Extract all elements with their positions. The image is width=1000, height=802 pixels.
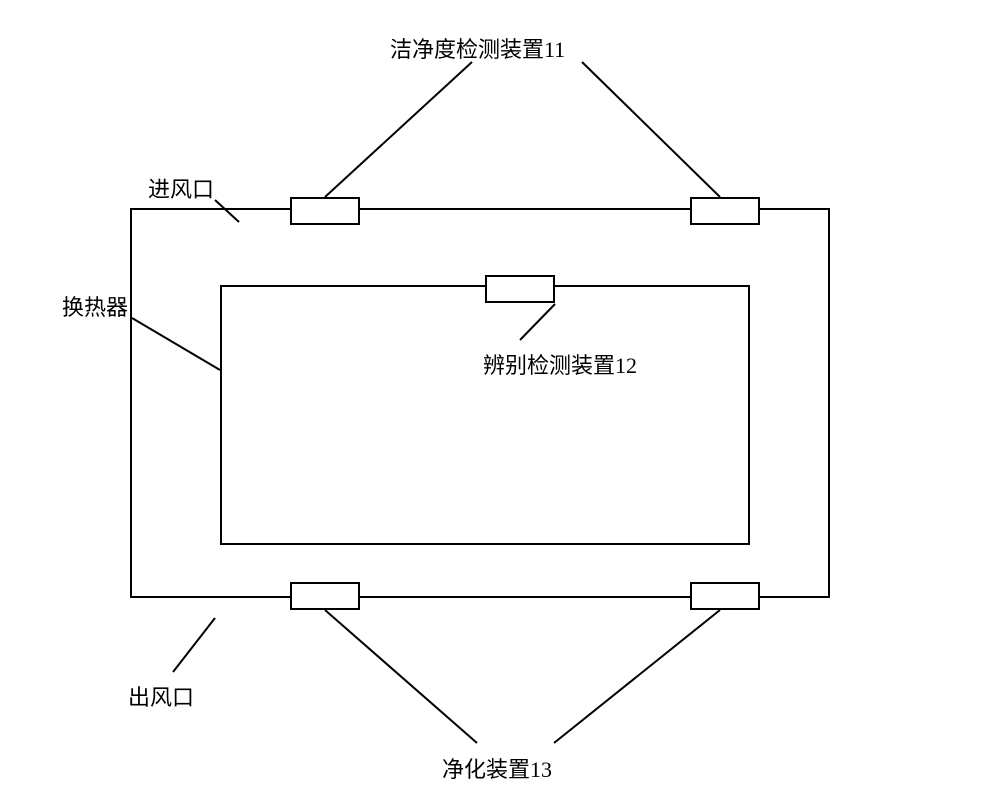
line-purifier-1 [325, 610, 477, 743]
mid-box [485, 275, 555, 303]
line-purifier-2 [554, 610, 720, 743]
diagram-container: 洁净度检测装置11 进风口 换热器 辨别检测装置12 出风口 净化装置13 [0, 0, 1000, 802]
inner-rect [220, 285, 750, 545]
label-inlet: 进风口 [148, 172, 214, 204]
top-box-2 [690, 197, 760, 225]
top-box-1 [290, 197, 360, 225]
line-cleanliness-1 [325, 62, 472, 197]
label-cleanliness: 洁净度检测装置11 [390, 32, 565, 64]
line-outlet [173, 618, 215, 672]
label-outlet: 出风口 [128, 680, 194, 712]
label-purifier: 净化装置13 [442, 752, 552, 784]
label-heatexchanger: 换热器 [62, 290, 128, 322]
bot-box-1 [290, 582, 360, 610]
line-cleanliness-2 [582, 62, 720, 197]
label-discrimination: 辨别检测装置12 [483, 348, 637, 380]
bot-box-2 [690, 582, 760, 610]
